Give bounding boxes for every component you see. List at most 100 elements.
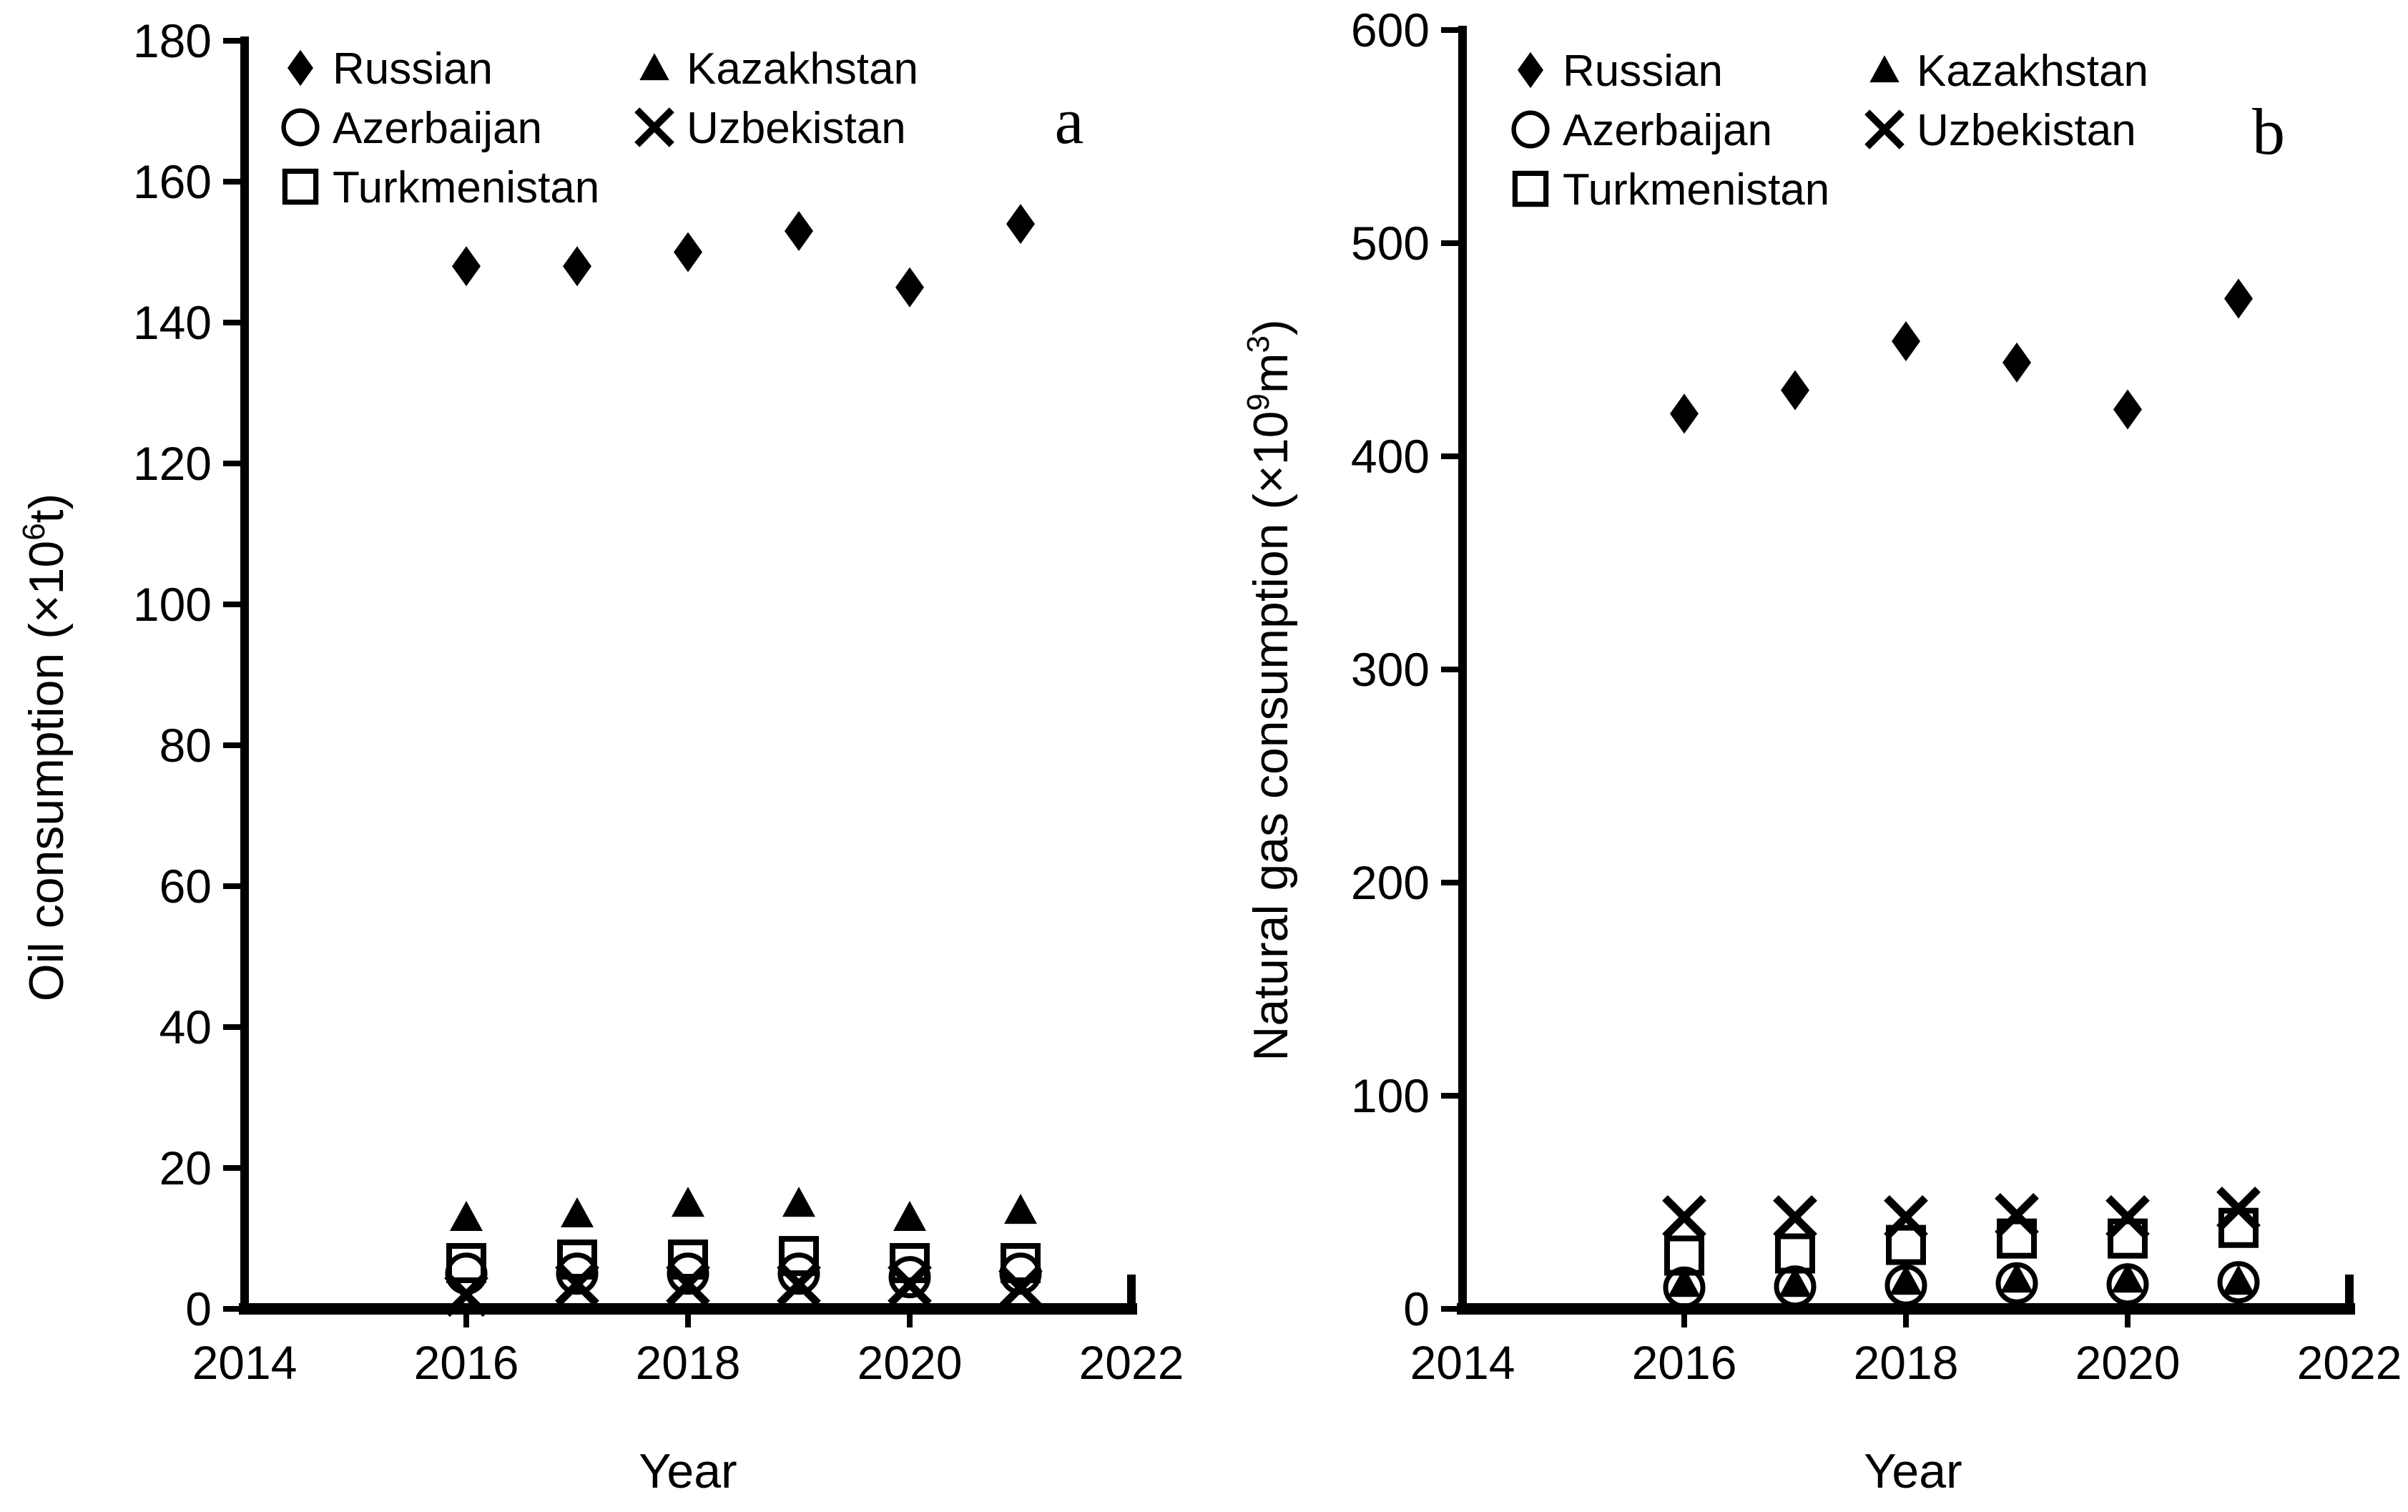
legend-marker-b-kazakhstan <box>1869 55 1900 83</box>
point-a-russian-2019 <box>785 210 813 251</box>
x-tick-label-a-2016: 2016 <box>414 1336 519 1389</box>
y-tick-label-b-400: 400 <box>1351 430 1430 483</box>
x-tick-label-a-2020: 2020 <box>857 1336 963 1389</box>
y-tick-label-a-160: 160 <box>133 155 212 208</box>
y-tick-label-a-120: 120 <box>133 437 212 490</box>
point-a-kazakhstan-2019 <box>782 1187 815 1217</box>
panel-letter-b: b <box>2252 95 2285 168</box>
y-axis-title-a: Oil consumption (×106t) <box>16 494 74 1001</box>
point-a-russian-2017 <box>563 246 591 287</box>
y-tick-label-b-0: 0 <box>1403 1282 1430 1335</box>
point-b-russian-2017 <box>1781 370 1809 411</box>
point-a-uzbekistan-2017 <box>555 1262 599 1307</box>
point-b-russian-2018 <box>1892 321 1920 362</box>
point-b-uzbekistan-2020 <box>2105 1194 2150 1239</box>
point-b-kazakhstan-2017 <box>1779 1267 1812 1297</box>
point-a-azerbaijan-2019 <box>777 1252 820 1295</box>
y-tick-label-a-80: 80 <box>159 719 212 772</box>
point-b-turkmenistan-2018 <box>1886 1224 1926 1265</box>
legend-marker-b-russian <box>1518 51 1543 89</box>
point-a-uzbekistan-2019 <box>777 1262 821 1307</box>
point-b-azerbaijan-2021 <box>2217 1261 2260 1304</box>
point-b-kazakhstan-2016 <box>1668 1267 1701 1297</box>
point-b-uzbekistan-2018 <box>1884 1194 1928 1239</box>
point-a-turkmenistan-2017 <box>557 1239 597 1280</box>
y-tick-label-a-180: 180 <box>133 14 212 67</box>
y-axis-title-part-b: 3 <box>1241 335 1276 353</box>
point-b-uzbekistan-2021 <box>2216 1187 2261 1231</box>
point-b-russian-2019 <box>2002 342 2031 383</box>
point-a-kazakhstan-2021 <box>1004 1194 1037 1224</box>
y-axis-title-b: Natural gas consumption (×109m3) <box>1241 319 1298 1061</box>
point-b-kazakhstan-2021 <box>2222 1265 2255 1295</box>
y-tick-label-b-500: 500 <box>1351 217 1430 270</box>
point-a-uzbekistan-2020 <box>888 1262 932 1307</box>
x-tick-label-a-2018: 2018 <box>636 1336 741 1389</box>
point-a-azerbaijan-2018 <box>667 1252 709 1295</box>
point-b-uzbekistan-2017 <box>1773 1194 1817 1239</box>
x-tick-label-a-2014: 2014 <box>192 1336 298 1389</box>
point-a-kazakhstan-2018 <box>672 1187 704 1217</box>
point-a-russian-2021 <box>1006 204 1035 245</box>
x-axis-title-a: Year <box>639 1444 737 1498</box>
legend-marker-a-russian <box>288 49 313 87</box>
legend-marker-b-azerbaijan <box>1511 110 1550 149</box>
y-axis-title-part-a: ×10 <box>19 541 74 623</box>
point-a-russian-2020 <box>895 267 924 308</box>
point-a-uzbekistan-2018 <box>666 1262 710 1307</box>
x-tick-label-b-2022: 2022 <box>2297 1336 2402 1389</box>
point-a-turkmenistan-2019 <box>779 1236 819 1277</box>
point-a-russian-2018 <box>674 232 702 273</box>
x-tick-label-b-2016: 2016 <box>1632 1336 1737 1389</box>
y-tick-label-b-600: 600 <box>1351 4 1430 57</box>
point-a-kazakhstan-2020 <box>893 1200 926 1231</box>
point-b-turkmenistan-2019 <box>1997 1218 2037 1259</box>
y-tick-label-a-60: 60 <box>159 860 212 913</box>
point-a-kazakhstan-2016 <box>450 1200 483 1231</box>
y-tick-label-b-200: 200 <box>1351 856 1430 909</box>
point-b-kazakhstan-2018 <box>1889 1265 1922 1295</box>
y-tick-label-a-40: 40 <box>159 1001 212 1054</box>
legend-label-b-azerbaijan: Azerbaijan <box>1563 106 1772 155</box>
point-b-uzbekistan-2016 <box>1662 1194 1706 1239</box>
legend-marker-a-uzbekistan <box>634 107 674 147</box>
legend-marker-a-kazakhstan <box>639 53 669 81</box>
legend-marker-a-turkmenistan <box>282 168 319 205</box>
point-b-kazakhstan-2019 <box>2000 1262 2033 1293</box>
panel-letter-a: a <box>1055 84 1084 157</box>
legend-label-b-uzbekistan: Uzbekistan <box>1917 106 2136 155</box>
point-a-kazakhstan-2017 <box>561 1197 594 1228</box>
legend-marker-a-azerbaijan <box>281 108 320 147</box>
point-a-azerbaijan-2020 <box>888 1256 931 1299</box>
y-tick-label-a-140: 140 <box>133 296 212 349</box>
point-b-russian-2016 <box>1670 393 1699 434</box>
point-a-uzbekistan-2016 <box>444 1272 488 1317</box>
x-tick-label-b-2014: 2014 <box>1410 1336 1515 1389</box>
y-tick-label-b-100: 100 <box>1351 1069 1430 1122</box>
y-axis-title-part-b: m <box>1244 353 1298 393</box>
y-axis-title-part-a: t) <box>19 494 74 524</box>
legend-label-b-turkmenistan: Turkmenistan <box>1563 165 1829 215</box>
legend-label-b-russian: Russian <box>1563 46 1723 96</box>
point-a-uzbekistan-2021 <box>998 1265 1043 1310</box>
y-axis-title-part-b: ) <box>1244 319 1298 335</box>
y-axis-title-part-b: Natural gas consumption ( <box>1244 494 1298 1061</box>
point-a-turkmenistan-2018 <box>668 1239 708 1280</box>
y-axis-title-part-b: ×10 <box>1244 411 1298 494</box>
legend-label-a-uzbekistan: Uzbekistan <box>687 104 906 153</box>
point-b-russian-2021 <box>2224 278 2253 319</box>
y-tick-label-a-100: 100 <box>133 578 212 631</box>
x-tick-label-b-2018: 2018 <box>1854 1336 1959 1389</box>
legend-label-a-kazakhstan: Kazakhstan <box>687 44 918 94</box>
point-a-russian-2016 <box>452 246 481 287</box>
legend-label-b-kazakhstan: Kazakhstan <box>1917 46 2148 96</box>
point-b-russian-2020 <box>2113 389 2142 430</box>
legend-label-a-azerbaijan: Azerbaijan <box>333 104 542 153</box>
y-tick-label-a-20: 20 <box>159 1142 212 1194</box>
y-axis-title-part-b: 9 <box>1241 393 1276 411</box>
x-axis-title-b: Year <box>1864 1444 1962 1498</box>
point-a-azerbaijan-2017 <box>556 1252 599 1295</box>
legend-marker-b-turkmenistan <box>1512 170 1549 207</box>
